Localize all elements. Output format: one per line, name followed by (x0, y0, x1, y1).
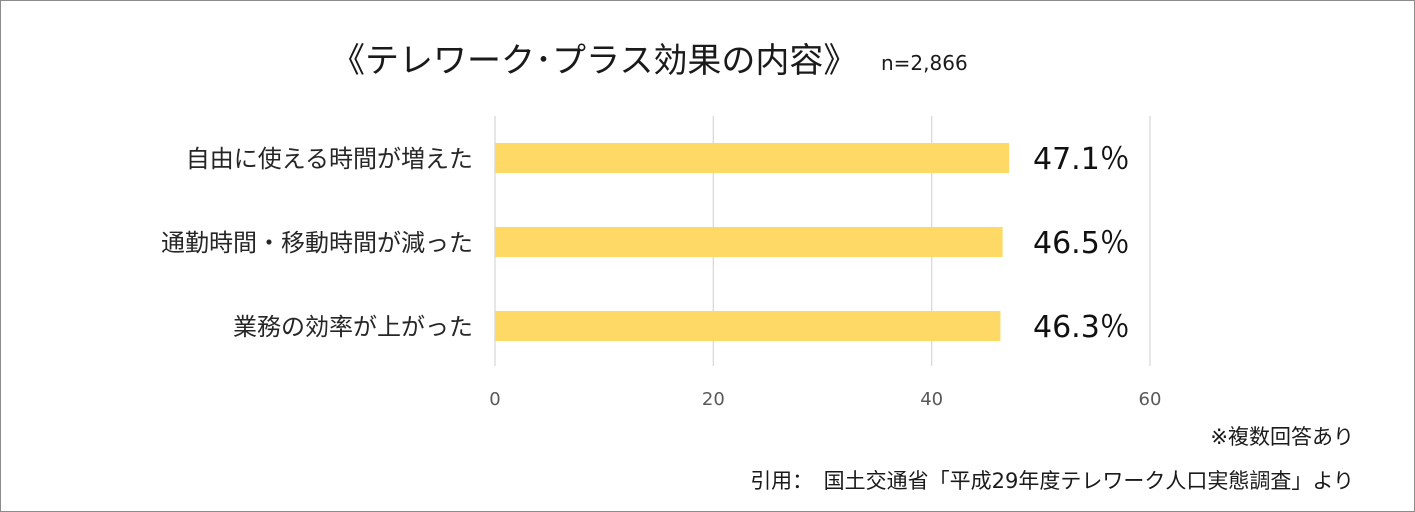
x-tick-label-40: 40 (920, 389, 943, 410)
category-label-1: 通勤時間・移動時間が減った (161, 229, 473, 257)
bar-0 (495, 143, 1010, 173)
category-label-0: 自由に使える時間が増えた (186, 145, 473, 173)
x-tick-label-60: 60 (1139, 389, 1162, 410)
category-label-2: 業務の効率が上がった (233, 313, 473, 341)
bar-2 (495, 311, 1001, 341)
value-label-2: 46.3％ (1033, 310, 1130, 345)
x-tick-label-0: 0 (489, 389, 500, 410)
chart-title: 《テレワーク･プラス効果の内容》 (331, 41, 858, 81)
x-tick-label-20: 20 (702, 389, 725, 410)
chart-source: 引用： 国土交通省「平成29年度テレワーク人口実態調査」より (750, 469, 1354, 493)
bar-1 (495, 227, 1003, 257)
chart-note: ※複数回答あり (1210, 425, 1354, 449)
value-label-1: 46.5％ (1033, 226, 1130, 261)
sample-size: n=2,866 (881, 51, 968, 75)
value-label-0: 47.1％ (1033, 142, 1130, 177)
